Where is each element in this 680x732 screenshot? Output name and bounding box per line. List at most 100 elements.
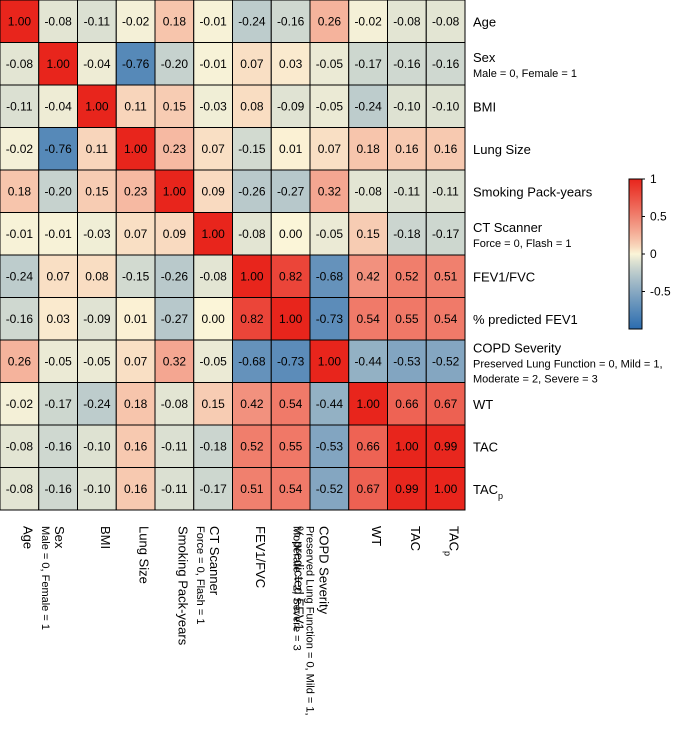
cell-value-label: 0.51 xyxy=(240,482,264,496)
cell-value-label: 0.08 xyxy=(85,269,109,283)
heatmap-cell xyxy=(77,339,117,383)
heatmap-cell xyxy=(154,212,195,256)
heatmap-cell xyxy=(0,339,40,383)
heatmap-cell xyxy=(425,0,466,43)
cell-value-label: -0.27 xyxy=(277,184,305,198)
heatmap-cell xyxy=(270,127,311,171)
cell-value-label: 0.18 xyxy=(163,14,187,28)
cell-value-label: 1.00 xyxy=(124,142,148,156)
column-sublabel: Moderate = 2, Severe = 3 xyxy=(290,526,302,651)
heatmap-cell xyxy=(232,0,272,43)
cell-value-label: -0.08 xyxy=(6,482,34,496)
heatmap-cell xyxy=(115,42,156,86)
heatmap-cell xyxy=(425,297,466,341)
cell-value-label: 1.00 xyxy=(395,439,419,453)
cell-value-label: -0.10 xyxy=(83,482,111,496)
cell-value-label: 1.00 xyxy=(201,227,225,241)
heatmap-cell xyxy=(77,467,117,511)
heatmap-cell xyxy=(425,254,466,298)
cell-value-label: -0.08 xyxy=(6,439,34,453)
heatmap-cell xyxy=(115,339,156,383)
cell-value-label: -0.02 xyxy=(6,142,34,156)
cell-value-label: -0.05 xyxy=(83,354,111,368)
column-label-pct-predicted-fev1: % predicted FEV1 xyxy=(292,526,307,631)
cell-value-label: -0.20 xyxy=(44,184,72,198)
heatmap-cell xyxy=(115,212,156,256)
cell-value-label: -0.08 xyxy=(354,184,382,198)
cell-value-label: -0.17 xyxy=(354,57,382,71)
heatmap-cell xyxy=(309,254,350,298)
row-label-copd-severity: COPD Severity xyxy=(473,340,562,355)
heatmap-cell xyxy=(270,169,311,213)
cell-value-label: 0.07 xyxy=(318,142,342,156)
cell-value-label: 0.00 xyxy=(201,312,225,326)
column-label-group: % predicted FEV1 xyxy=(292,526,307,631)
cell-value-label: 0.09 xyxy=(201,184,225,198)
heatmap-cell xyxy=(348,424,388,468)
heatmap-cell xyxy=(77,212,117,256)
cell-value-label: 0.18 xyxy=(356,142,380,156)
cell-value-label: -0.24 xyxy=(354,99,382,113)
heatmap-cell xyxy=(232,382,272,426)
cell-value-label: -0.16 xyxy=(6,312,34,326)
heatmap-cell xyxy=(270,42,311,86)
cell-value-label: -0.24 xyxy=(6,269,34,283)
cell-value-label: -0.05 xyxy=(316,57,344,71)
cell-value-label: -0.53 xyxy=(393,354,421,368)
cell-value-label: 0.99 xyxy=(434,439,458,453)
cell-value-label: -0.08 xyxy=(393,14,421,28)
column-label-lung-size: Lung Size xyxy=(137,526,152,584)
cell-value-label: 0.07 xyxy=(201,142,225,156)
heatmap-cell xyxy=(232,254,272,298)
cell-value-label: 0.16 xyxy=(434,142,458,156)
cell-value-label: 0.67 xyxy=(356,482,380,496)
heatmap-cell xyxy=(425,467,466,511)
cell-value-label: -0.76 xyxy=(44,142,72,156)
heatmap-cell xyxy=(77,382,117,426)
column-label-group: Lung Size xyxy=(137,526,152,584)
column-label-sex: Sex xyxy=(52,526,67,549)
heatmap-cell xyxy=(193,467,233,511)
column-label-group: TACp xyxy=(443,526,462,556)
cell-value-label: -0.76 xyxy=(122,57,150,71)
heatmap-cell xyxy=(77,127,117,171)
colorbar-tick-label: -0.5 xyxy=(650,285,671,299)
column-sublabel: Male = 0, Female = 1 xyxy=(39,526,51,630)
cell-value-label: 1.00 xyxy=(85,99,109,113)
cell-value-label: -0.11 xyxy=(161,482,188,496)
heatmap-cell xyxy=(309,297,350,341)
cell-value-label: -0.24 xyxy=(83,397,111,411)
heatmap-cell xyxy=(425,169,466,213)
heatmap-cell xyxy=(115,382,156,426)
column-label-ct-scanner: CT Scanner xyxy=(207,526,222,596)
cell-value-label: 0.55 xyxy=(279,439,303,453)
heatmap-cell xyxy=(270,212,311,256)
heatmap-cell xyxy=(0,42,40,86)
cell-value-label: -0.26 xyxy=(238,184,266,198)
column-label-group: FEV1/FVC xyxy=(253,526,268,588)
heatmap-cell xyxy=(154,297,195,341)
cell-value-label: 0.15 xyxy=(85,184,109,198)
heatmap-cell xyxy=(0,382,40,426)
cell-value-label: -0.24 xyxy=(238,14,266,28)
heatmap-cell xyxy=(38,42,78,86)
cell-value-label: -0.68 xyxy=(316,269,344,283)
cell-value-label: 0.55 xyxy=(395,312,419,326)
heatmap-cell xyxy=(348,42,388,86)
cell-value-label: -0.11 xyxy=(6,99,33,113)
row-label-wt: WT xyxy=(473,397,493,412)
heatmap-cell xyxy=(270,467,311,511)
cell-value-label: -0.16 xyxy=(44,439,72,453)
column-label-tac: TAC xyxy=(408,526,423,551)
heatmap-cell xyxy=(38,84,78,128)
heatmap-cell xyxy=(309,127,350,171)
cell-value-label: -0.11 xyxy=(432,184,459,198)
cell-value-label: 1.00 xyxy=(279,312,303,326)
cell-value-label: 0.42 xyxy=(356,269,380,283)
cell-value-label: 0.99 xyxy=(395,482,419,496)
cell-value-label: -0.44 xyxy=(316,397,344,411)
column-sublabel: Force = 0, Flash = 1 xyxy=(194,526,206,624)
column-label-wt: WT xyxy=(369,526,384,546)
column-label-bmi: BMI xyxy=(98,526,113,549)
